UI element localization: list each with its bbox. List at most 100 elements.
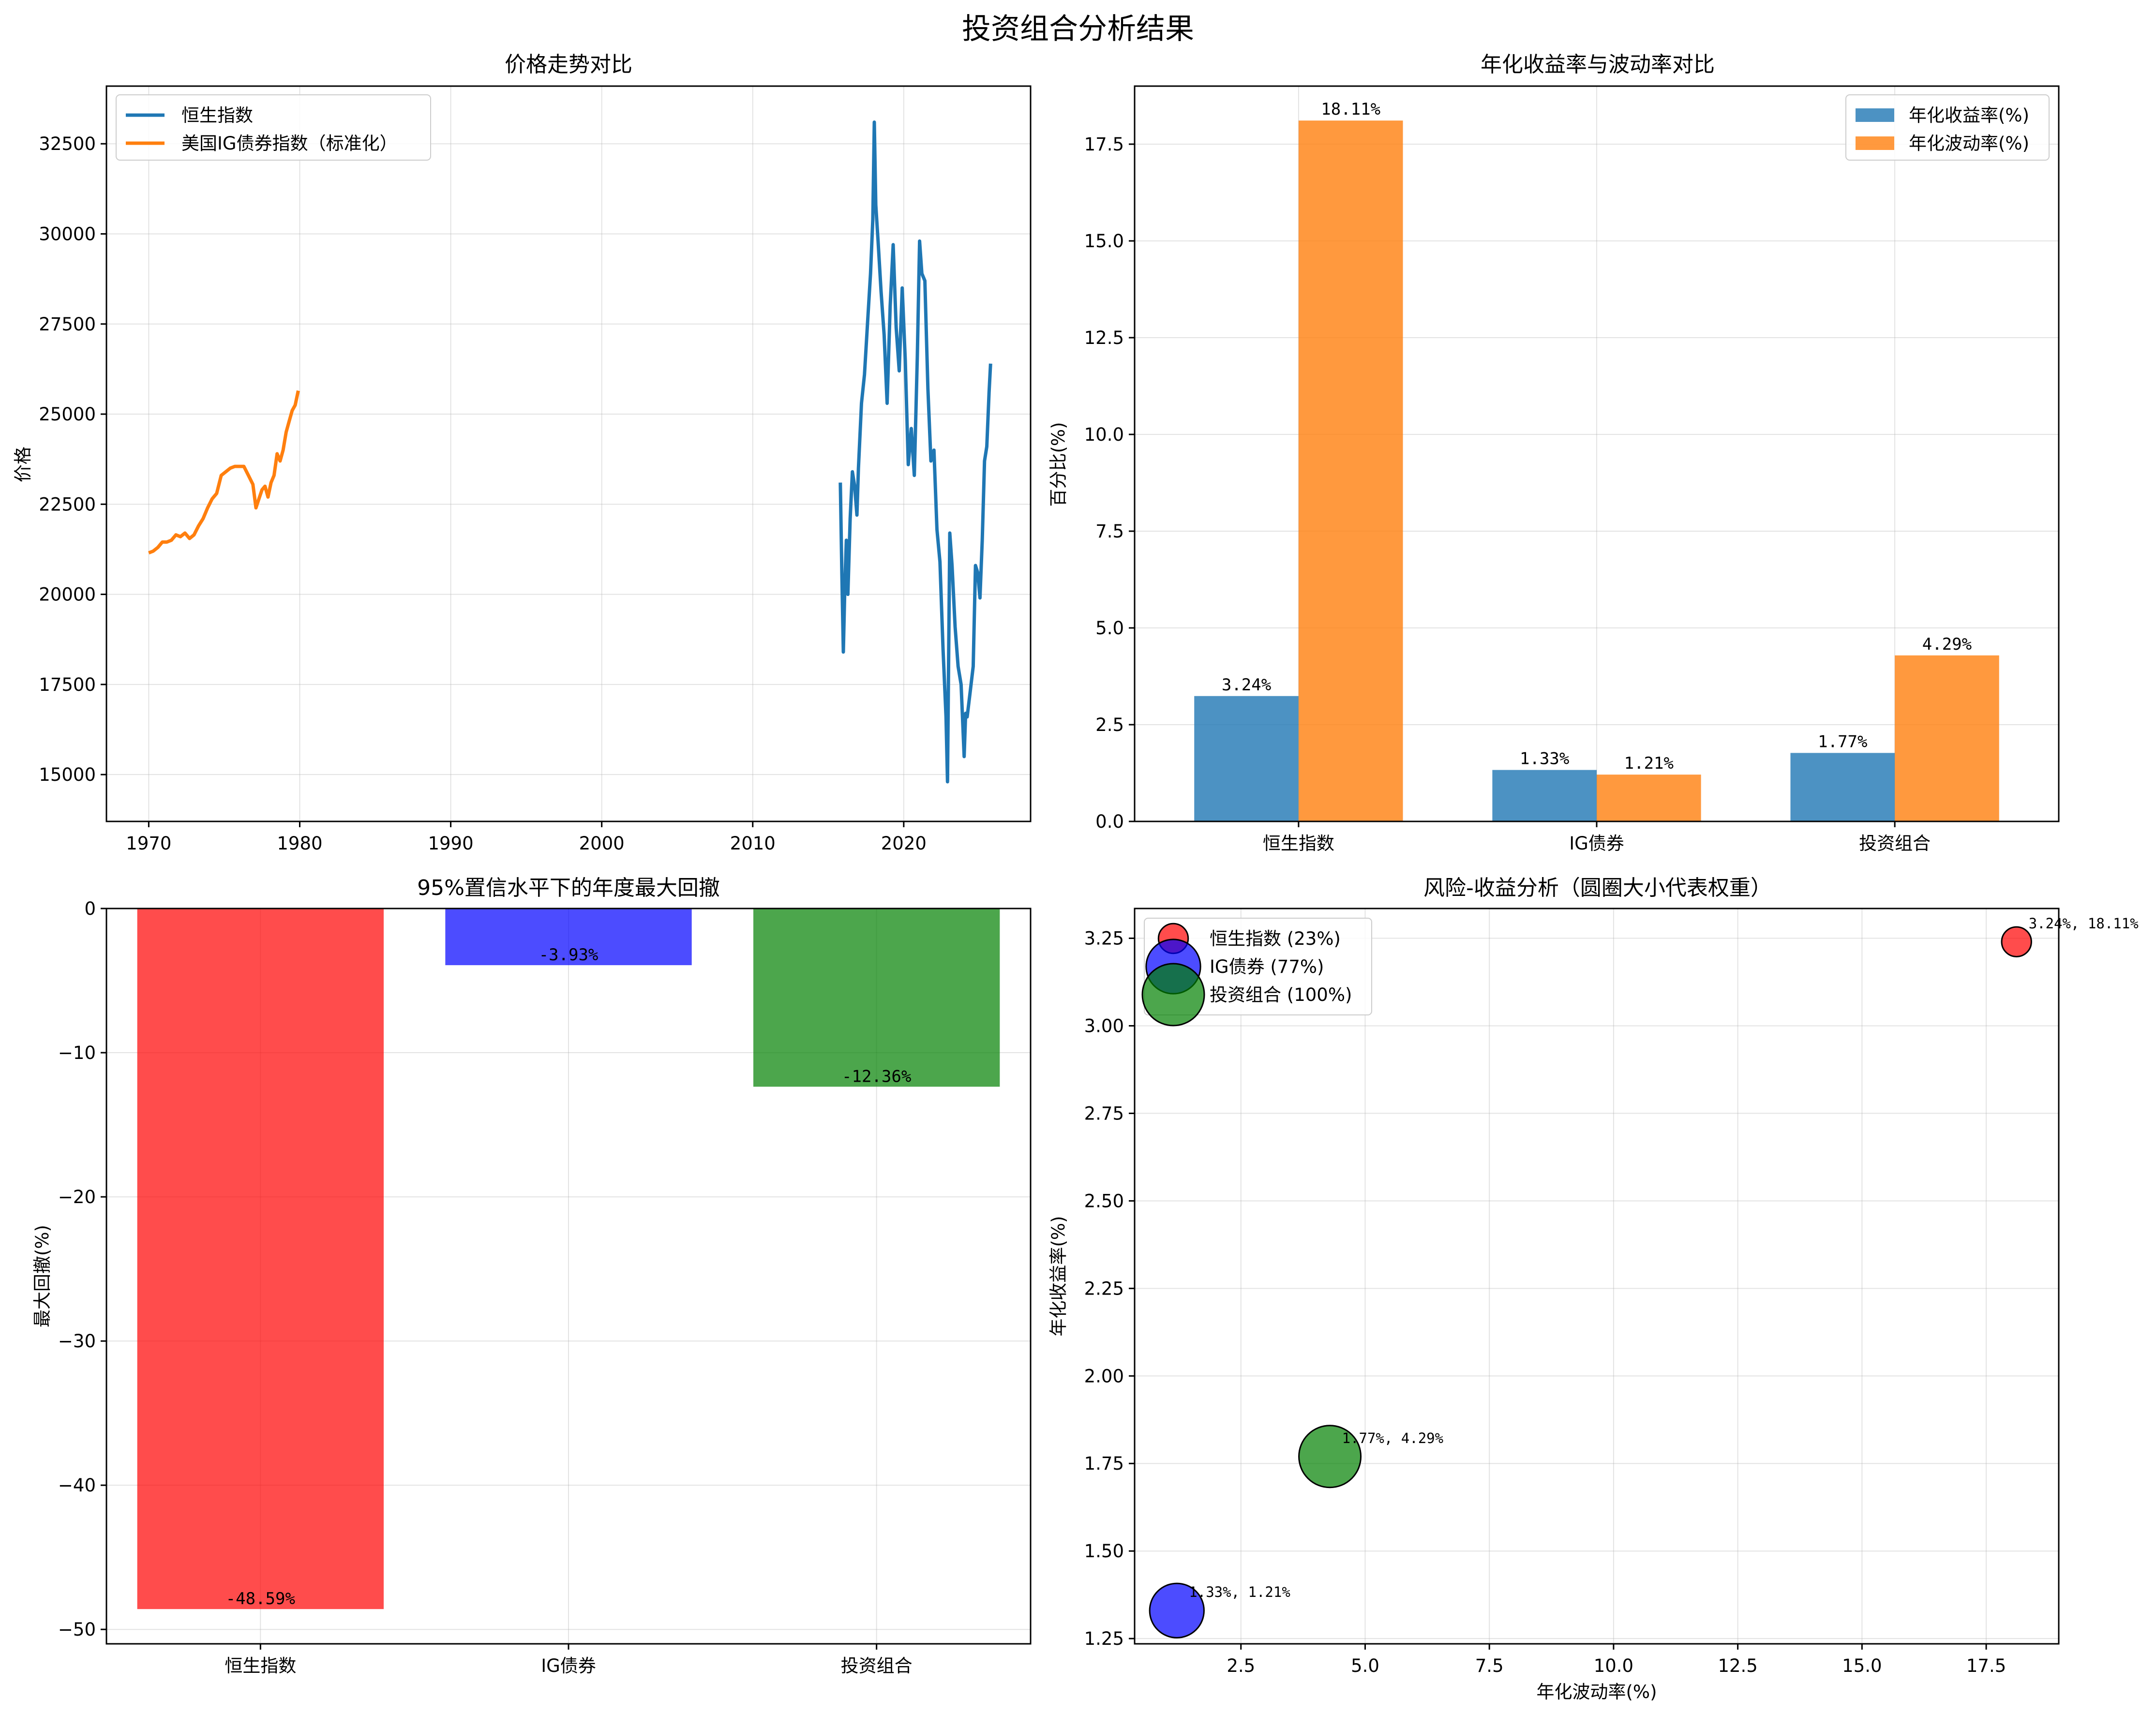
y-tick-label: 3.00 xyxy=(1084,1015,1124,1036)
y-tick-label: 0 xyxy=(84,898,96,919)
risk-return-grid xyxy=(1135,909,2059,1644)
bar-value-label: 1.21% xyxy=(1624,754,1674,773)
bar-value-label: 1.77% xyxy=(1818,732,1867,751)
y-tick-label: 17500 xyxy=(39,674,96,695)
y-tick-label: 7.5 xyxy=(1095,521,1124,542)
scatter-point xyxy=(1149,1582,1205,1639)
bar xyxy=(753,909,1000,1087)
bar xyxy=(1492,770,1597,821)
legend-box xyxy=(116,94,431,161)
y-tick-label: 22500 xyxy=(39,494,96,515)
return-volatility-title: 年化收益率与波动率对比 xyxy=(1481,52,1715,77)
risk-return-xlabel: 年化波动率(%) xyxy=(1536,1682,1657,1702)
y-tick-label: 2.00 xyxy=(1084,1366,1124,1386)
y-tick-label: 2.75 xyxy=(1084,1103,1124,1124)
return-volatility-bars: 3.24% 1.33% 1.77% 18.11% 1.21% 4.29% xyxy=(1194,100,1999,822)
price-chart-ylabel: 价格 xyxy=(13,447,33,482)
legend-label: 恒生指数 xyxy=(181,105,253,126)
y-tick-label: 2.5 xyxy=(1095,715,1124,735)
drawdown-title: 95%置信水平下的年度最大回撤 xyxy=(417,876,720,900)
bar xyxy=(1298,120,1403,822)
bar-value-label: 18.11% xyxy=(1321,100,1380,119)
x-tick-label: 1990 xyxy=(428,833,473,854)
bar xyxy=(137,909,384,1609)
legend-label: 恒生指数 (23%) xyxy=(1210,928,1341,949)
bar-value-label: 4.29% xyxy=(1922,635,1972,654)
y-tick-label: −10 xyxy=(58,1043,96,1063)
y-tick-label: 15000 xyxy=(39,764,96,785)
return-volatility-ticks: 0.0 2.5 5.0 7.5 10.0 12.5 15.0 17.5 恒生指数 IG债券 投资组合 xyxy=(1084,134,1931,854)
point-annotation: 3.24%, 18.11% xyxy=(2029,915,2139,932)
bar-value-label: -12.36% xyxy=(842,1067,911,1086)
y-tick-label: 2.50 xyxy=(1084,1191,1124,1211)
legend-label: 投资组合 (100%) xyxy=(1210,984,1352,1005)
y-tick-label: 27500 xyxy=(39,314,96,335)
x-tick-label: 5.0 xyxy=(1351,1655,1379,1676)
y-tick-label: 10.0 xyxy=(1084,424,1124,445)
y-tick-label: 1.50 xyxy=(1084,1541,1124,1562)
risk-return-points: 3.24%, 18.11% 1.33%, 1.21% 1.77%, 4.29% xyxy=(1149,915,2139,1639)
category-label: 投资组合 xyxy=(1859,833,1931,854)
bar-value-label: -48.59% xyxy=(226,1589,295,1609)
series-line xyxy=(148,390,300,555)
x-tick-label: 2000 xyxy=(579,833,625,854)
y-tick-label: 30000 xyxy=(39,223,96,244)
y-tick-label: 3.25 xyxy=(1084,928,1124,949)
risk-return-ticks: 2.5 5.0 7.5 10.0 12.5 15.0 17.5 1.25 1.50 1.75 2.0… xyxy=(1084,928,2006,1676)
y-tick-label: 20000 xyxy=(39,584,96,605)
series-line xyxy=(838,120,992,784)
x-tick-label: 10.0 xyxy=(1594,1655,1633,1676)
point-annotation: 1.33%, 1.21% xyxy=(1189,1584,1290,1600)
bar xyxy=(445,909,692,966)
legend-swatch xyxy=(1856,136,1894,150)
y-tick-label: 32500 xyxy=(39,134,96,154)
return-volatility-ylabel: 百分比(%) xyxy=(1048,422,1069,506)
figure-title: 投资组合分析结果 xyxy=(962,12,1194,46)
drawdown-chart: 95%置信水平下的年度最大回撤 最大回撤(%) 0 −10 −20 −30 −40 −50… xyxy=(32,876,1032,1676)
y-tick-label: 5.0 xyxy=(1095,618,1124,639)
price-chart-frame xyxy=(105,85,1032,822)
legend-label: 年化收益率(%) xyxy=(1909,105,2029,126)
x-tick-label: 17.5 xyxy=(1966,1655,2006,1676)
y-tick-label: 15.0 xyxy=(1084,231,1124,252)
legend-label: 美国IG债券指数（标准化） xyxy=(181,133,398,154)
y-tick-label: −20 xyxy=(58,1187,96,1207)
x-tick-label: 1980 xyxy=(277,833,322,854)
legend-label: IG债券 (77%) xyxy=(1210,956,1324,977)
legend-swatch xyxy=(1141,963,1205,1027)
bar-value-label: 3.24% xyxy=(1222,675,1271,695)
legend-box xyxy=(1845,94,2050,161)
category-label: 投资组合 xyxy=(841,1655,913,1676)
x-tick-label: 15.0 xyxy=(1842,1655,1882,1676)
y-tick-label: −40 xyxy=(58,1475,96,1496)
y-tick-label: 17.5 xyxy=(1084,134,1124,155)
x-tick-label: 2.5 xyxy=(1227,1655,1255,1676)
risk-return-frame xyxy=(1134,908,2060,1645)
x-tick-label: 7.5 xyxy=(1475,1655,1504,1676)
bar xyxy=(1194,696,1299,821)
return-volatility-frame xyxy=(1134,85,2060,822)
legend-swatch xyxy=(1856,108,1894,122)
x-tick-label: 2020 xyxy=(881,833,927,854)
x-tick-label: 1970 xyxy=(126,833,171,854)
y-tick-label: 2.25 xyxy=(1084,1278,1124,1299)
category-label: IG债券 xyxy=(541,1655,596,1676)
y-tick-label: 12.5 xyxy=(1084,328,1124,348)
risk-return-ylabel: 年化收益率(%) xyxy=(1048,1216,1069,1336)
x-tick-label: 12.5 xyxy=(1718,1655,1757,1676)
bar-value-label: 1.33% xyxy=(1520,749,1569,769)
y-tick-label: −50 xyxy=(58,1619,96,1640)
return-volatility-legend: 年化收益率(%) 年化波动率(%) xyxy=(1845,94,2050,161)
price-chart: 价格走势对比 价格 1970 1980 1990 2000 2010 2020150001… xyxy=(13,52,1032,854)
bar xyxy=(1597,775,1701,821)
point-annotation: 1.77%, 4.29% xyxy=(1342,1430,1444,1446)
scatter-point xyxy=(2001,926,2032,957)
risk-return-title: 风险-收益分析（圆圈大小代表权重） xyxy=(1423,876,1772,900)
category-label: 恒生指数 xyxy=(1263,833,1334,854)
drawdown-frame xyxy=(105,908,1032,1645)
bar xyxy=(1790,753,1895,821)
y-tick-label: 25000 xyxy=(39,404,96,425)
return-volatility-chart: 年化收益率与波动率对比 百分比(%) 0.0 2.5 5.0 7.5 10.0 12.5 1… xyxy=(1048,52,2060,854)
